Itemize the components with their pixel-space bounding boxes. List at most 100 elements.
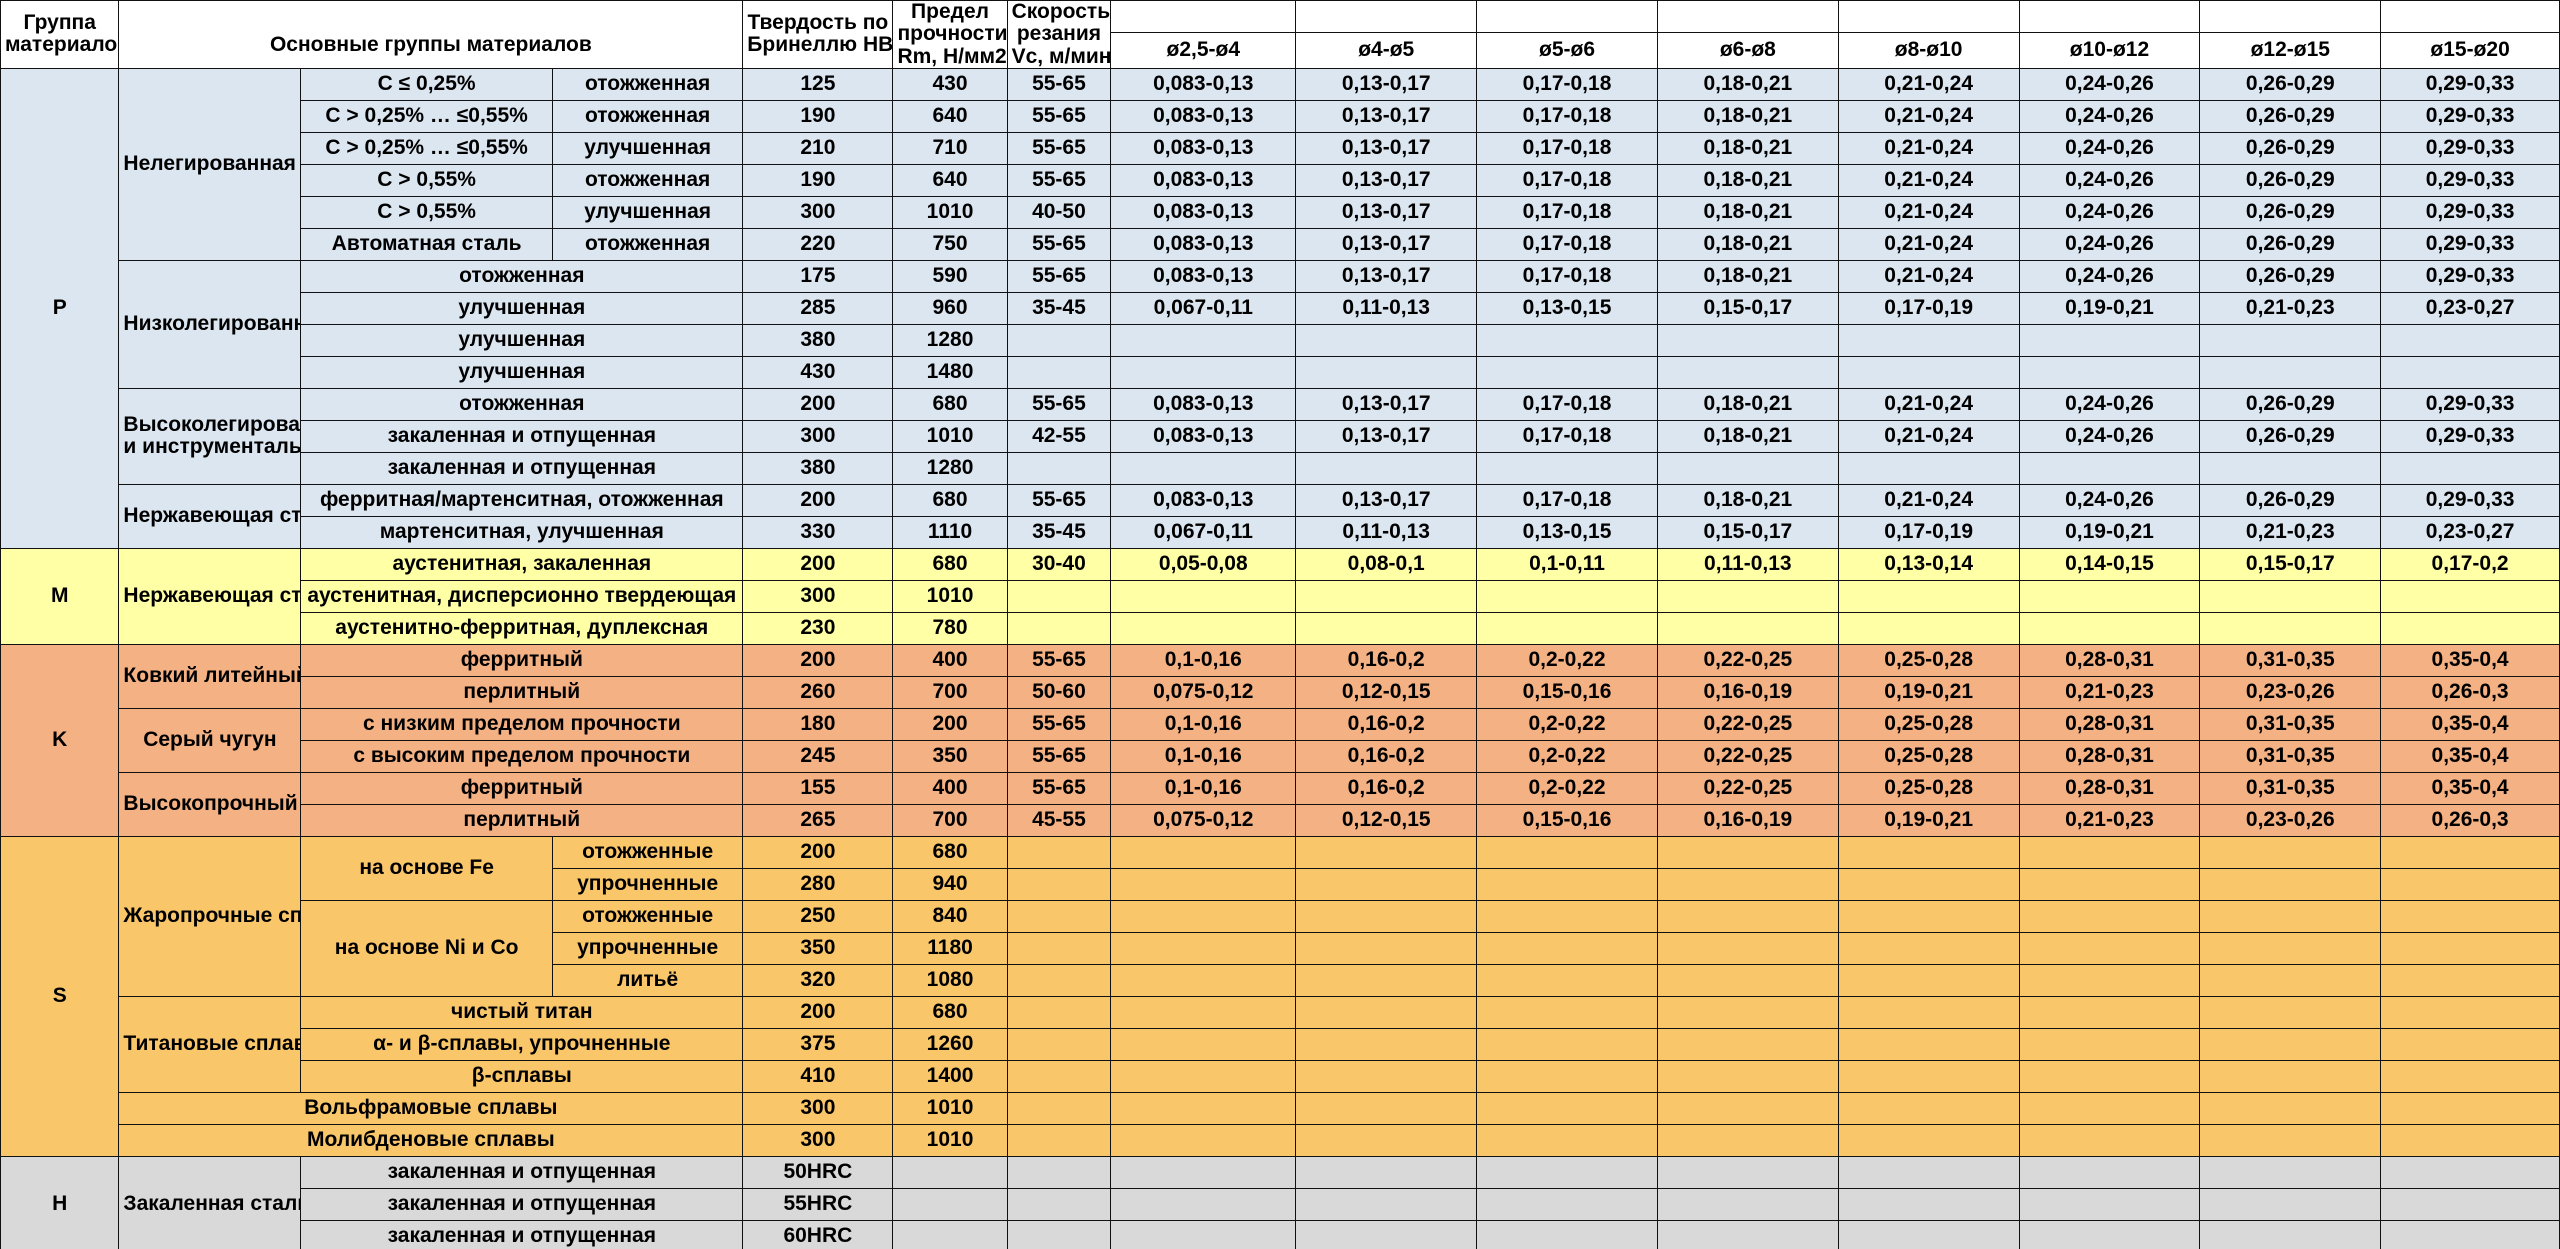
feed-cell: 0,13-0,17 [1295, 387, 1478, 421]
feed-cell [1656, 963, 1839, 997]
feed-cell [1837, 931, 2020, 965]
speed-cell [1006, 1091, 1112, 1125]
strength-cell [892, 1155, 1008, 1189]
feed-cell [2380, 899, 2560, 933]
hardness-cell: 300 [742, 1091, 894, 1125]
header-diameter-spacer-1 [1296, 7, 1476, 33]
feed-cell [1837, 355, 2020, 389]
table-row: закаленная и отпущенная 300 1010 42-55 0,083… [1, 419, 2560, 453]
strength-cell: 1010 [892, 579, 1008, 613]
speed-cell: 55-65 [1006, 707, 1112, 741]
feed-cell [2380, 995, 2560, 1029]
hardness-cell: 125 [742, 67, 894, 101]
condition-cell: β-сплавы [300, 1059, 744, 1093]
table-row: Серый чугун с низким пределом прочности 18… [1, 707, 2560, 773]
feed-cell [1295, 867, 1478, 901]
feed-cell [1110, 835, 1297, 869]
strength-cell: 700 [892, 675, 1008, 709]
speed-cell [1006, 995, 1112, 1029]
strength-cell: 400 [892, 771, 1008, 805]
hardness-cell: 50HRC [742, 1155, 894, 1189]
feed-cell [1295, 1123, 1478, 1157]
header-diameter-spacer-4 [1839, 7, 2019, 33]
feed-cell: 0,26-0,29 [2199, 131, 2382, 165]
feed-cell [1656, 1187, 1839, 1221]
feed-cell: 0,13-0,17 [1295, 67, 1478, 101]
speed-cell: 55-65 [1006, 227, 1112, 261]
header-diameter-label-5: ø10-ø12 [2069, 37, 2150, 61]
strength-cell: 640 [892, 99, 1008, 133]
speed-cell [1006, 835, 1112, 869]
feed-cell [2199, 899, 2382, 933]
header-diameter-label-7: ø15-ø20 [2430, 37, 2510, 61]
feed-cell [2380, 1187, 2560, 1221]
hardness-cell: 210 [742, 131, 894, 165]
feed-cell: 0,17-0,18 [1476, 195, 1658, 229]
material-group-cell: Закаленная сталь [118, 1155, 302, 1249]
speed-cell: 42-55 [1006, 419, 1112, 453]
feed-cell: 0,21-0,24 [1837, 259, 2020, 293]
feed-cell: 0,13-0,17 [1295, 259, 1478, 293]
feed-cell [1295, 323, 1478, 357]
strength-cell: 430 [892, 67, 1008, 101]
strength-cell: 680 [892, 547, 1008, 581]
feed-cell: 0,18-0,21 [1656, 99, 1839, 133]
strength-cell [892, 1187, 1008, 1221]
feed-cell [1110, 1059, 1297, 1093]
feed-cell [1476, 451, 1658, 485]
feed-cell: 0,2-0,22 [1476, 771, 1658, 805]
feed-cell [1837, 611, 2020, 645]
table-row: Высокопрочный чугунферритный15540055-650… [1, 771, 2560, 837]
header-cutting-speed-line1: Скорость [1011, 0, 1111, 23]
feed-cell: 0,35-0,4 [2380, 707, 2560, 741]
feed-cell [1656, 899, 1839, 933]
subgroup-base-cell: на основе Fe [300, 835, 553, 901]
feed-cell: 0,15-0,16 [1476, 803, 1658, 837]
strength-cell: 590 [892, 259, 1008, 293]
feed-cell [1476, 1155, 1658, 1189]
feed-cell: 0,28-0,31 [2018, 739, 2201, 773]
feed-cell: 0,19-0,21 [1837, 675, 2020, 709]
feed-cell [1476, 1059, 1658, 1093]
grade-cell: Автоматная сталь [300, 227, 553, 261]
hardness-cell: 285 [742, 291, 894, 325]
hardness-cell: 300 [742, 195, 894, 229]
feed-cell: 0,17-0,18 [1476, 387, 1658, 421]
header-diameter-4: ø8-ø10 [1837, 0, 2020, 69]
table-row: аустенитно-ферритная, дуплексная 230 780 [1, 611, 2560, 645]
table-row: C > 0,25% … ≤0,55% улучшенная 210 710 55-65 0… [1, 131, 2560, 165]
strength-cell: 1260 [892, 1027, 1008, 1061]
group-letter-cell: K [0, 643, 120, 837]
feed-cell: 0,083-0,13 [1110, 99, 1297, 133]
feed-cell [1476, 963, 1658, 997]
hardness-cell: 280 [742, 867, 894, 901]
feed-cell [1110, 1187, 1297, 1221]
feed-cell: 0,24-0,26 [2018, 131, 2201, 165]
hardness-cell: 430 [742, 355, 894, 389]
hardness-cell: 330 [742, 515, 894, 549]
feed-cell [2018, 867, 2201, 901]
grade-cell: C > 0,55% [300, 163, 553, 197]
feed-cell: 0,17-0,18 [1476, 163, 1658, 197]
feed-cell [2018, 1123, 2201, 1157]
speed-cell: 55-65 [1006, 99, 1112, 133]
table-row: Автоматная сталь отожженная 220 750 55-65 0,0… [1, 227, 2560, 261]
feed-cell: 0,11-0,13 [1295, 515, 1478, 549]
condition-cell: закаленная и отпущенная [300, 451, 744, 485]
feed-cell [2380, 963, 2560, 997]
table-row: улучшенная 430 1480 [1, 355, 2560, 389]
feed-cell: 0,08-0,1 [1295, 547, 1478, 581]
material-group-cell: Нелегированная сталь [118, 67, 302, 261]
feed-cell [1656, 1123, 1839, 1157]
feed-cell: 0,24-0,26 [2018, 163, 2201, 197]
feed-cell [1110, 355, 1297, 389]
speed-cell [1006, 1027, 1112, 1061]
feed-cell: 0,31-0,35 [2199, 643, 2382, 677]
feed-cell [1295, 451, 1478, 485]
speed-cell: 55-65 [1006, 163, 1112, 197]
subgroup-base-cell: на основе Ni и Co [300, 899, 553, 997]
feed-cell: 0,18-0,21 [1656, 67, 1839, 101]
hardness-cell: 250 [742, 899, 894, 933]
